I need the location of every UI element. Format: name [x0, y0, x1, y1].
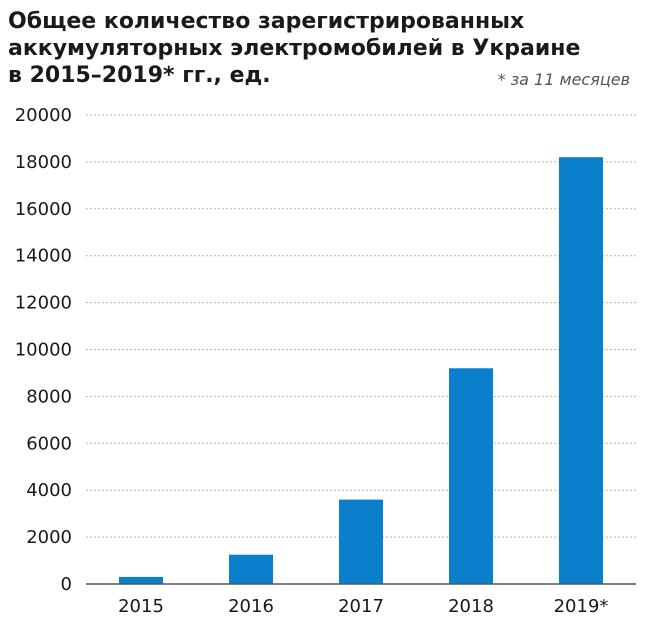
bar-2017 — [339, 499, 383, 584]
chart-title-line-3: в 2015–2019* гг., ед. — [8, 63, 271, 88]
x-tick-label: 2017 — [338, 596, 384, 617]
chart-title-line-2: аккумуляторных электромобилей в Украине — [8, 36, 581, 61]
x-tick-label: 2016 — [228, 596, 274, 617]
x-tick-label: 2015 — [118, 596, 164, 617]
y-tick-label: 4000 — [26, 480, 72, 501]
bars — [119, 157, 603, 584]
chart-title: Общее количество зарегистрированных акку… — [8, 8, 608, 89]
bar-2018 — [449, 368, 493, 584]
y-tick-label: 8000 — [26, 386, 72, 407]
bar-2015 — [119, 576, 163, 584]
x-tick-label: 2019* — [554, 596, 609, 617]
y-tick-label: 16000 — [15, 199, 72, 220]
y-tick-label: 12000 — [15, 293, 72, 314]
y-axis-ticks: 0 2000 4000 6000 8000 10000 12000 14000 16000 180… — [15, 105, 72, 595]
x-tick-label: 2018 — [448, 596, 494, 617]
y-tick-label: 14000 — [15, 246, 72, 267]
y-tick-label: 10000 — [15, 340, 72, 361]
bar-2016 — [229, 554, 273, 584]
gridlines — [86, 114, 636, 538]
chart-footnote: * за 11 месяцев — [497, 70, 630, 89]
y-tick-label: 18000 — [15, 152, 72, 173]
x-axis-ticks: 2015 2016 2017 2018 2019* — [118, 596, 608, 617]
chart-title-line-1: Общее количество зарегистрированных — [8, 9, 525, 34]
y-tick-label: 0 — [61, 574, 72, 595]
y-tick-label: 20000 — [15, 105, 72, 126]
bar-2019 — [559, 157, 603, 584]
y-tick-label: 2000 — [26, 527, 72, 548]
y-tick-label: 6000 — [26, 433, 72, 454]
